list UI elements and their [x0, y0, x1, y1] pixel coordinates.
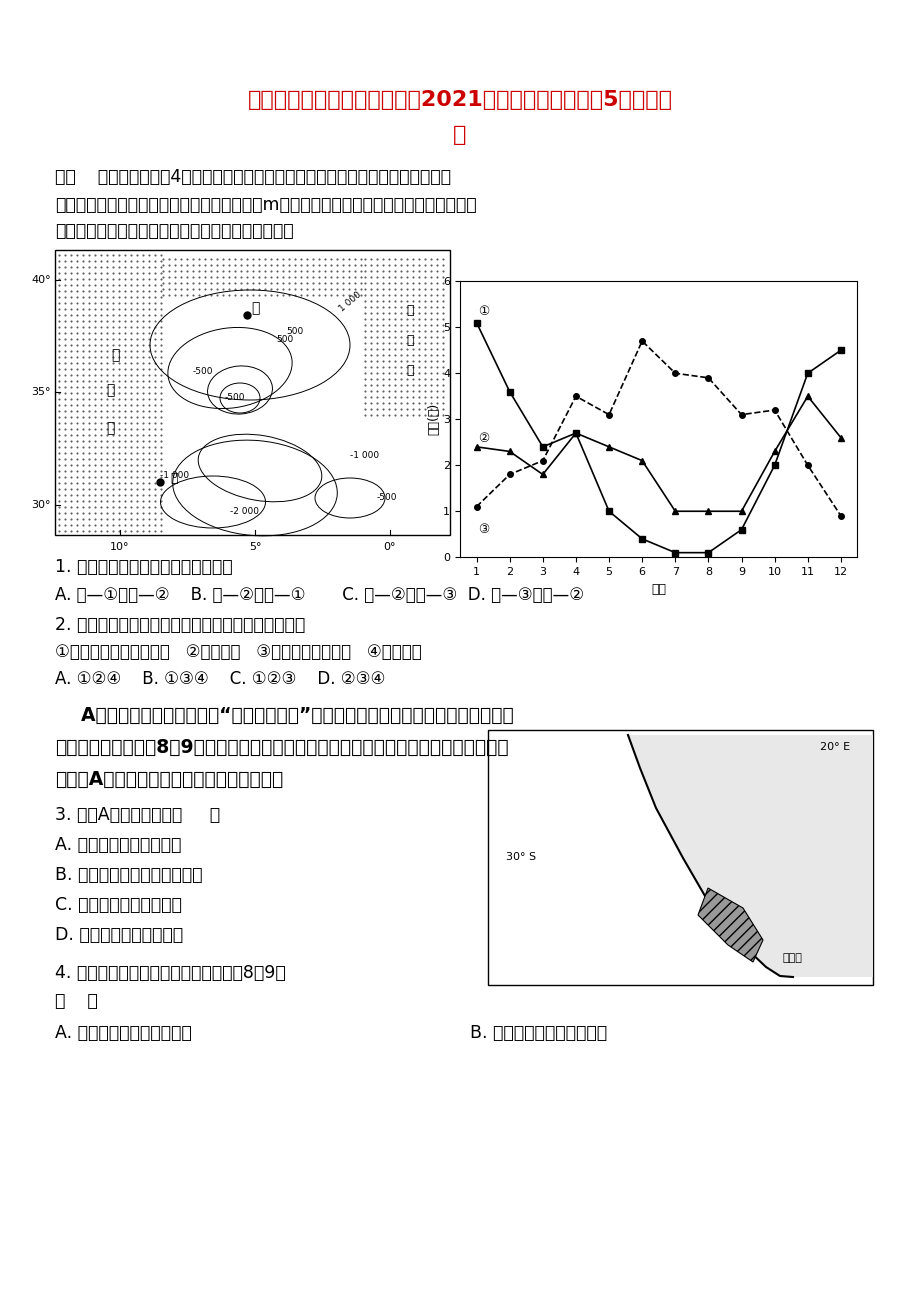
- Text: 5°: 5°: [248, 542, 261, 552]
- Polygon shape: [698, 888, 762, 962]
- Text: A地区是世界上著名的野生“多肉植物王国”，植物大多叶小、肉厚，这里大部分时间: A地区是世界上著名的野生“多肉植物王国”，植物大多叶小、肉厚，这里大部分时间: [55, 706, 513, 725]
- Text: ③: ③: [478, 523, 489, 535]
- Text: 500: 500: [276, 336, 293, 345]
- Text: C. 流经海区等温线向北凸: C. 流经海区等温线向北凸: [55, 896, 182, 914]
- Text: ②: ②: [478, 431, 489, 444]
- Text: 中: 中: [406, 333, 414, 346]
- Text: 20° E: 20° E: [819, 742, 849, 753]
- Text: A. 甲—①、乙—②    B. 甲—②、乙—①       C. 甲—②、乙—③  D. 甲—③、乙—②: A. 甲—①、乙—② B. 甲—②、乙—① C. 甲—②、乙—③ D. 甲—③、…: [55, 586, 584, 604]
- Text: 30°: 30°: [31, 500, 51, 510]
- Text: 海: 海: [406, 303, 414, 316]
- Text: 分示意A地区的位置。读图，回答下列问题。: 分示意A地区的位置。读图，回答下列问题。: [55, 769, 283, 789]
- Polygon shape: [628, 736, 872, 976]
- Text: 40°: 40°: [31, 275, 51, 285]
- Text: 四川省攀枝花市第十五中学校2021届高三地理上学期第5次周考试: 四川省攀枝花市第十五中学校2021届高三地理上学期第5次周考试: [247, 90, 672, 109]
- Text: A. 受湿润西风影响，降水多: A. 受湿润西风影响，降水多: [55, 1023, 191, 1042]
- Text: D. 造成沿海地区气温升高: D. 造成沿海地区气温升高: [55, 926, 183, 944]
- Text: 4. 该地区多肉植物生长特征反映了当地8、9月: 4. 该地区多肉植物生长特征反映了当地8、9月: [55, 963, 286, 982]
- X-axis label: 月份: 月份: [651, 582, 665, 595]
- Text: -500: -500: [193, 367, 213, 376]
- Text: -1 000: -1 000: [350, 450, 380, 460]
- Text: A. 是在西南风影响下形成: A. 是在西南风影响下形成: [55, 836, 181, 854]
- Y-axis label: 风力(级): 风力(级): [427, 404, 440, 435]
- Text: 好望角: 好望角: [782, 953, 802, 963]
- Text: 洋: 洋: [106, 421, 114, 435]
- Text: 3. 图示A地区沿岸洋流（     ）: 3. 图示A地区沿岸洋流（ ）: [55, 806, 220, 824]
- Text: ①气压带风带的季节移动   ②地形起伏   ③海陆热力性质差异   ④海陆位置: ①气压带风带的季节移动 ②地形起伏 ③海陆热力性质差异 ④海陆位置: [55, 643, 421, 661]
- Text: 西: 西: [106, 383, 114, 397]
- Text: A. ①②④    B. ①③④    C. ①②③    D. ②③④: A. ①②④ B. ①③④ C. ①②③ D. ②③④: [55, 671, 385, 687]
- Text: 0°: 0°: [383, 542, 396, 552]
- Text: -500: -500: [377, 492, 397, 501]
- Text: ①: ①: [478, 305, 489, 318]
- Text: 30° S: 30° S: [505, 852, 536, 862]
- Text: 1 000: 1 000: [337, 290, 362, 314]
- Text: -500: -500: [224, 393, 245, 402]
- Text: 500: 500: [286, 328, 303, 336]
- Text: 2. 影响甲、乙两地一年中风力大小产生差异的因素是: 2. 影响甲、乙两地一年中风力大小产生差异的因素是: [55, 616, 305, 634]
- Text: 题: 题: [453, 125, 466, 145]
- Text: B. 使向南的海轮航行速度加快: B. 使向南的海轮航行速度加快: [55, 866, 202, 884]
- Text: 1. 甲、乙两地对应的风力统计曲线是: 1. 甲、乙两地对应的风力统计曲线是: [55, 559, 233, 575]
- Text: 分别对应左图中甲、乙两地。读图，回答下面小题。: 分别对应左图中甲、乙两地。读图，回答下面小题。: [55, 223, 293, 240]
- Text: 地: 地: [406, 363, 414, 376]
- Bar: [55, 250, 449, 535]
- Text: 下面左图为世界某区域等高线地形图（单位：m）；右图是风力统计曲线图，其中两条曲线: 下面左图为世界某区域等高线地形图（单位：m）；右图是风力统计曲线图，其中两条曲线: [55, 197, 476, 214]
- Text: 是荒芜的，只在每年8、9月荒漠百花盛开、生机再现，迎来短暂的生长季节。图中阴影部: 是荒芜的，只在每年8、9月荒漠百花盛开、生机再现，迎来短暂的生长季节。图中阴影部: [55, 738, 508, 756]
- Text: 甲: 甲: [251, 301, 259, 315]
- Text: 一、    选择题（每小题4分，每小题列出的四个备选项中只有一个是符合题目要求。: 一、 选择题（每小题4分，每小题列出的四个备选项中只有一个是符合题目要求。: [55, 168, 450, 186]
- Text: -1 000: -1 000: [160, 470, 189, 479]
- Text: （    ）: （ ）: [55, 992, 97, 1010]
- Text: -2 000: -2 000: [231, 508, 259, 517]
- Bar: [487, 730, 872, 986]
- Text: 35°: 35°: [31, 387, 51, 397]
- Text: 乙: 乙: [170, 471, 177, 484]
- Text: 10°: 10°: [110, 542, 130, 552]
- Text: 大: 大: [110, 348, 119, 362]
- Text: B. 接受到太阳直射，光照强: B. 接受到太阳直射，光照强: [470, 1023, 607, 1042]
